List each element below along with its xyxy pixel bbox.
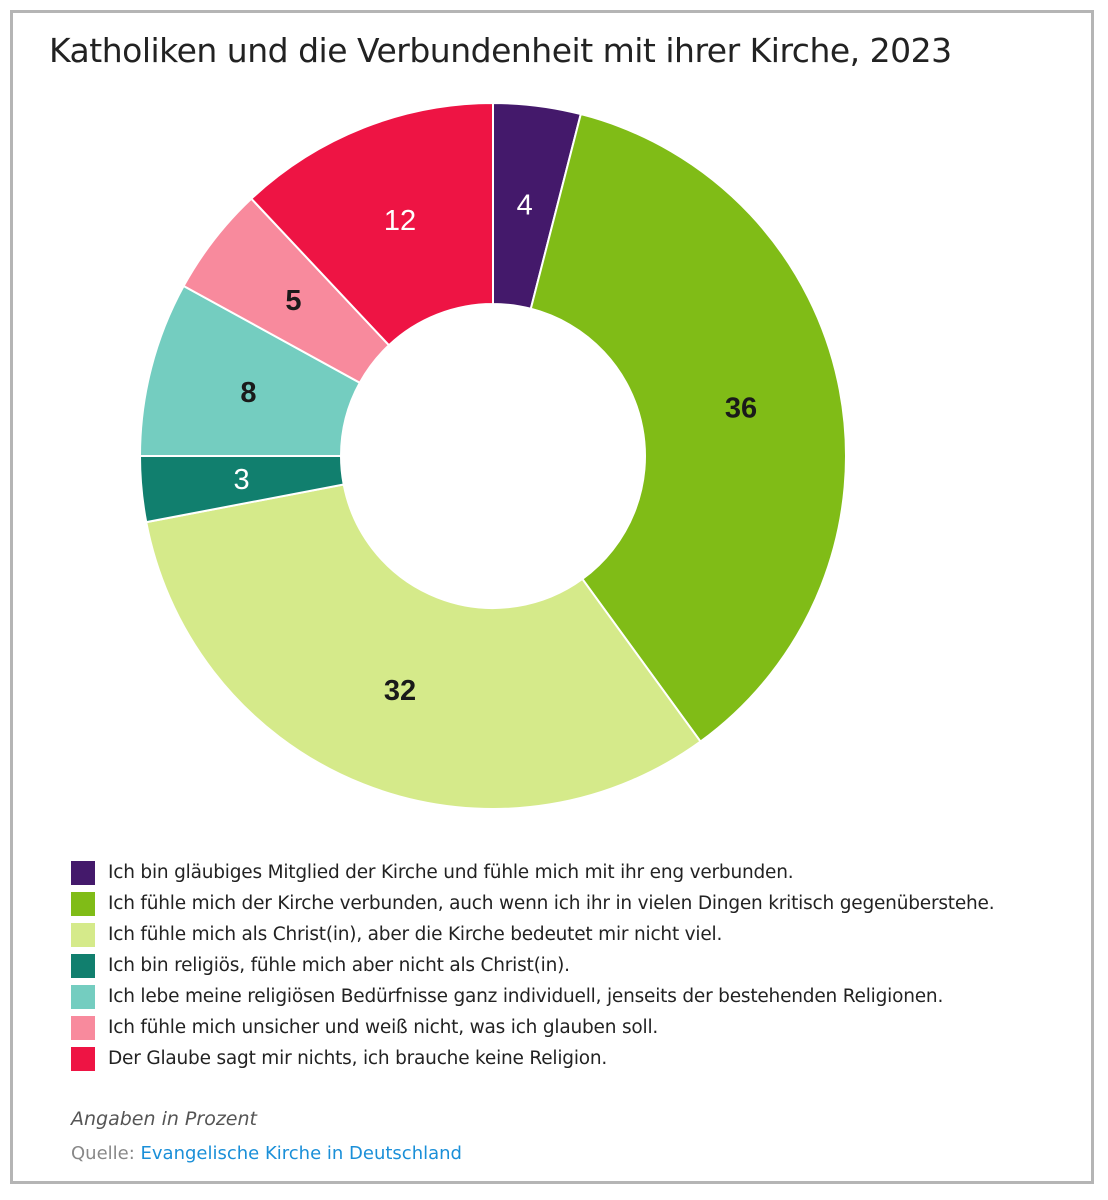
slice-value-label-7: 12: [384, 205, 416, 237]
legend-swatch: [71, 922, 95, 947]
legend-label: Ich fühle mich der Kirche verbunden, auc…: [108, 893, 995, 914]
unit-note: Angaben in Prozent: [71, 1108, 257, 1130]
legend-item-6: Ich fühle mich unsicher und weiß nicht, …: [71, 1012, 994, 1043]
legend-label: Ich fühle mich unsicher und weiß nicht, …: [108, 1017, 659, 1038]
legend-item-3: Ich fühle mich als Christ(in), aber die …: [71, 919, 994, 950]
source-link[interactable]: Evangelische Kirche in Deutschland: [140, 1143, 462, 1164]
slice-value-label-1: 4: [517, 189, 533, 221]
legend-swatch: [71, 1046, 95, 1071]
legend-item-7: Der Glaube sagt mir nichts, ich brauche …: [71, 1043, 994, 1074]
source-label: Quelle:: [71, 1143, 135, 1164]
legend-swatch: [71, 860, 95, 885]
legend-item-4: Ich bin religiös, fühle mich aber nicht …: [71, 950, 994, 981]
source-line: Quelle: Evangelische Kirche in Deutschla…: [71, 1143, 462, 1164]
chart-title: Katholiken und die Verbundenheit mit ihr…: [49, 31, 952, 70]
slice-value-label-3: 32: [384, 675, 416, 707]
legend-swatch: [71, 1015, 95, 1040]
slice-value-label-5: 8: [240, 377, 256, 409]
slice-value-label-4: 3: [234, 464, 250, 496]
legend-item-2: Ich fühle mich der Kirche verbunden, auc…: [71, 888, 995, 919]
chart-frame: Katholiken und die Verbundenheit mit ihr…: [10, 10, 1094, 1184]
donut-slice-7: [249, 101, 494, 347]
legend-item-5: Ich lebe meine religiösen Bedürfnisse ga…: [71, 981, 994, 1012]
legend-label: Ich lebe meine religiösen Bedürfnisse ga…: [108, 986, 944, 1007]
legend-swatch: [71, 891, 95, 916]
legend-label: Ich fühle mich als Christ(in), aber die …: [108, 924, 723, 945]
donut-chart: 4 36 32 3 8 5 12: [138, 101, 847, 810]
legend-label: Der Glaube sagt mir nichts, ich brauche …: [108, 1048, 608, 1069]
legend-swatch: [71, 953, 95, 978]
legend-label: Ich bin religiös, fühle mich aber nicht …: [108, 955, 570, 976]
legend-label: Ich bin gläubiges Mitglied der Kirche un…: [108, 862, 794, 883]
chart-legend: Ich bin gläubiges Mitglied der Kirche un…: [71, 857, 995, 1074]
donut-slice-2: [529, 112, 847, 743]
donut-slice-3: [145, 483, 702, 810]
slice-value-label-6: 5: [285, 285, 301, 317]
slice-value-label-2: 36: [725, 393, 757, 425]
legend-swatch: [71, 984, 95, 1009]
legend-item-1: Ich bin gläubiges Mitglied der Kirche un…: [71, 857, 994, 888]
